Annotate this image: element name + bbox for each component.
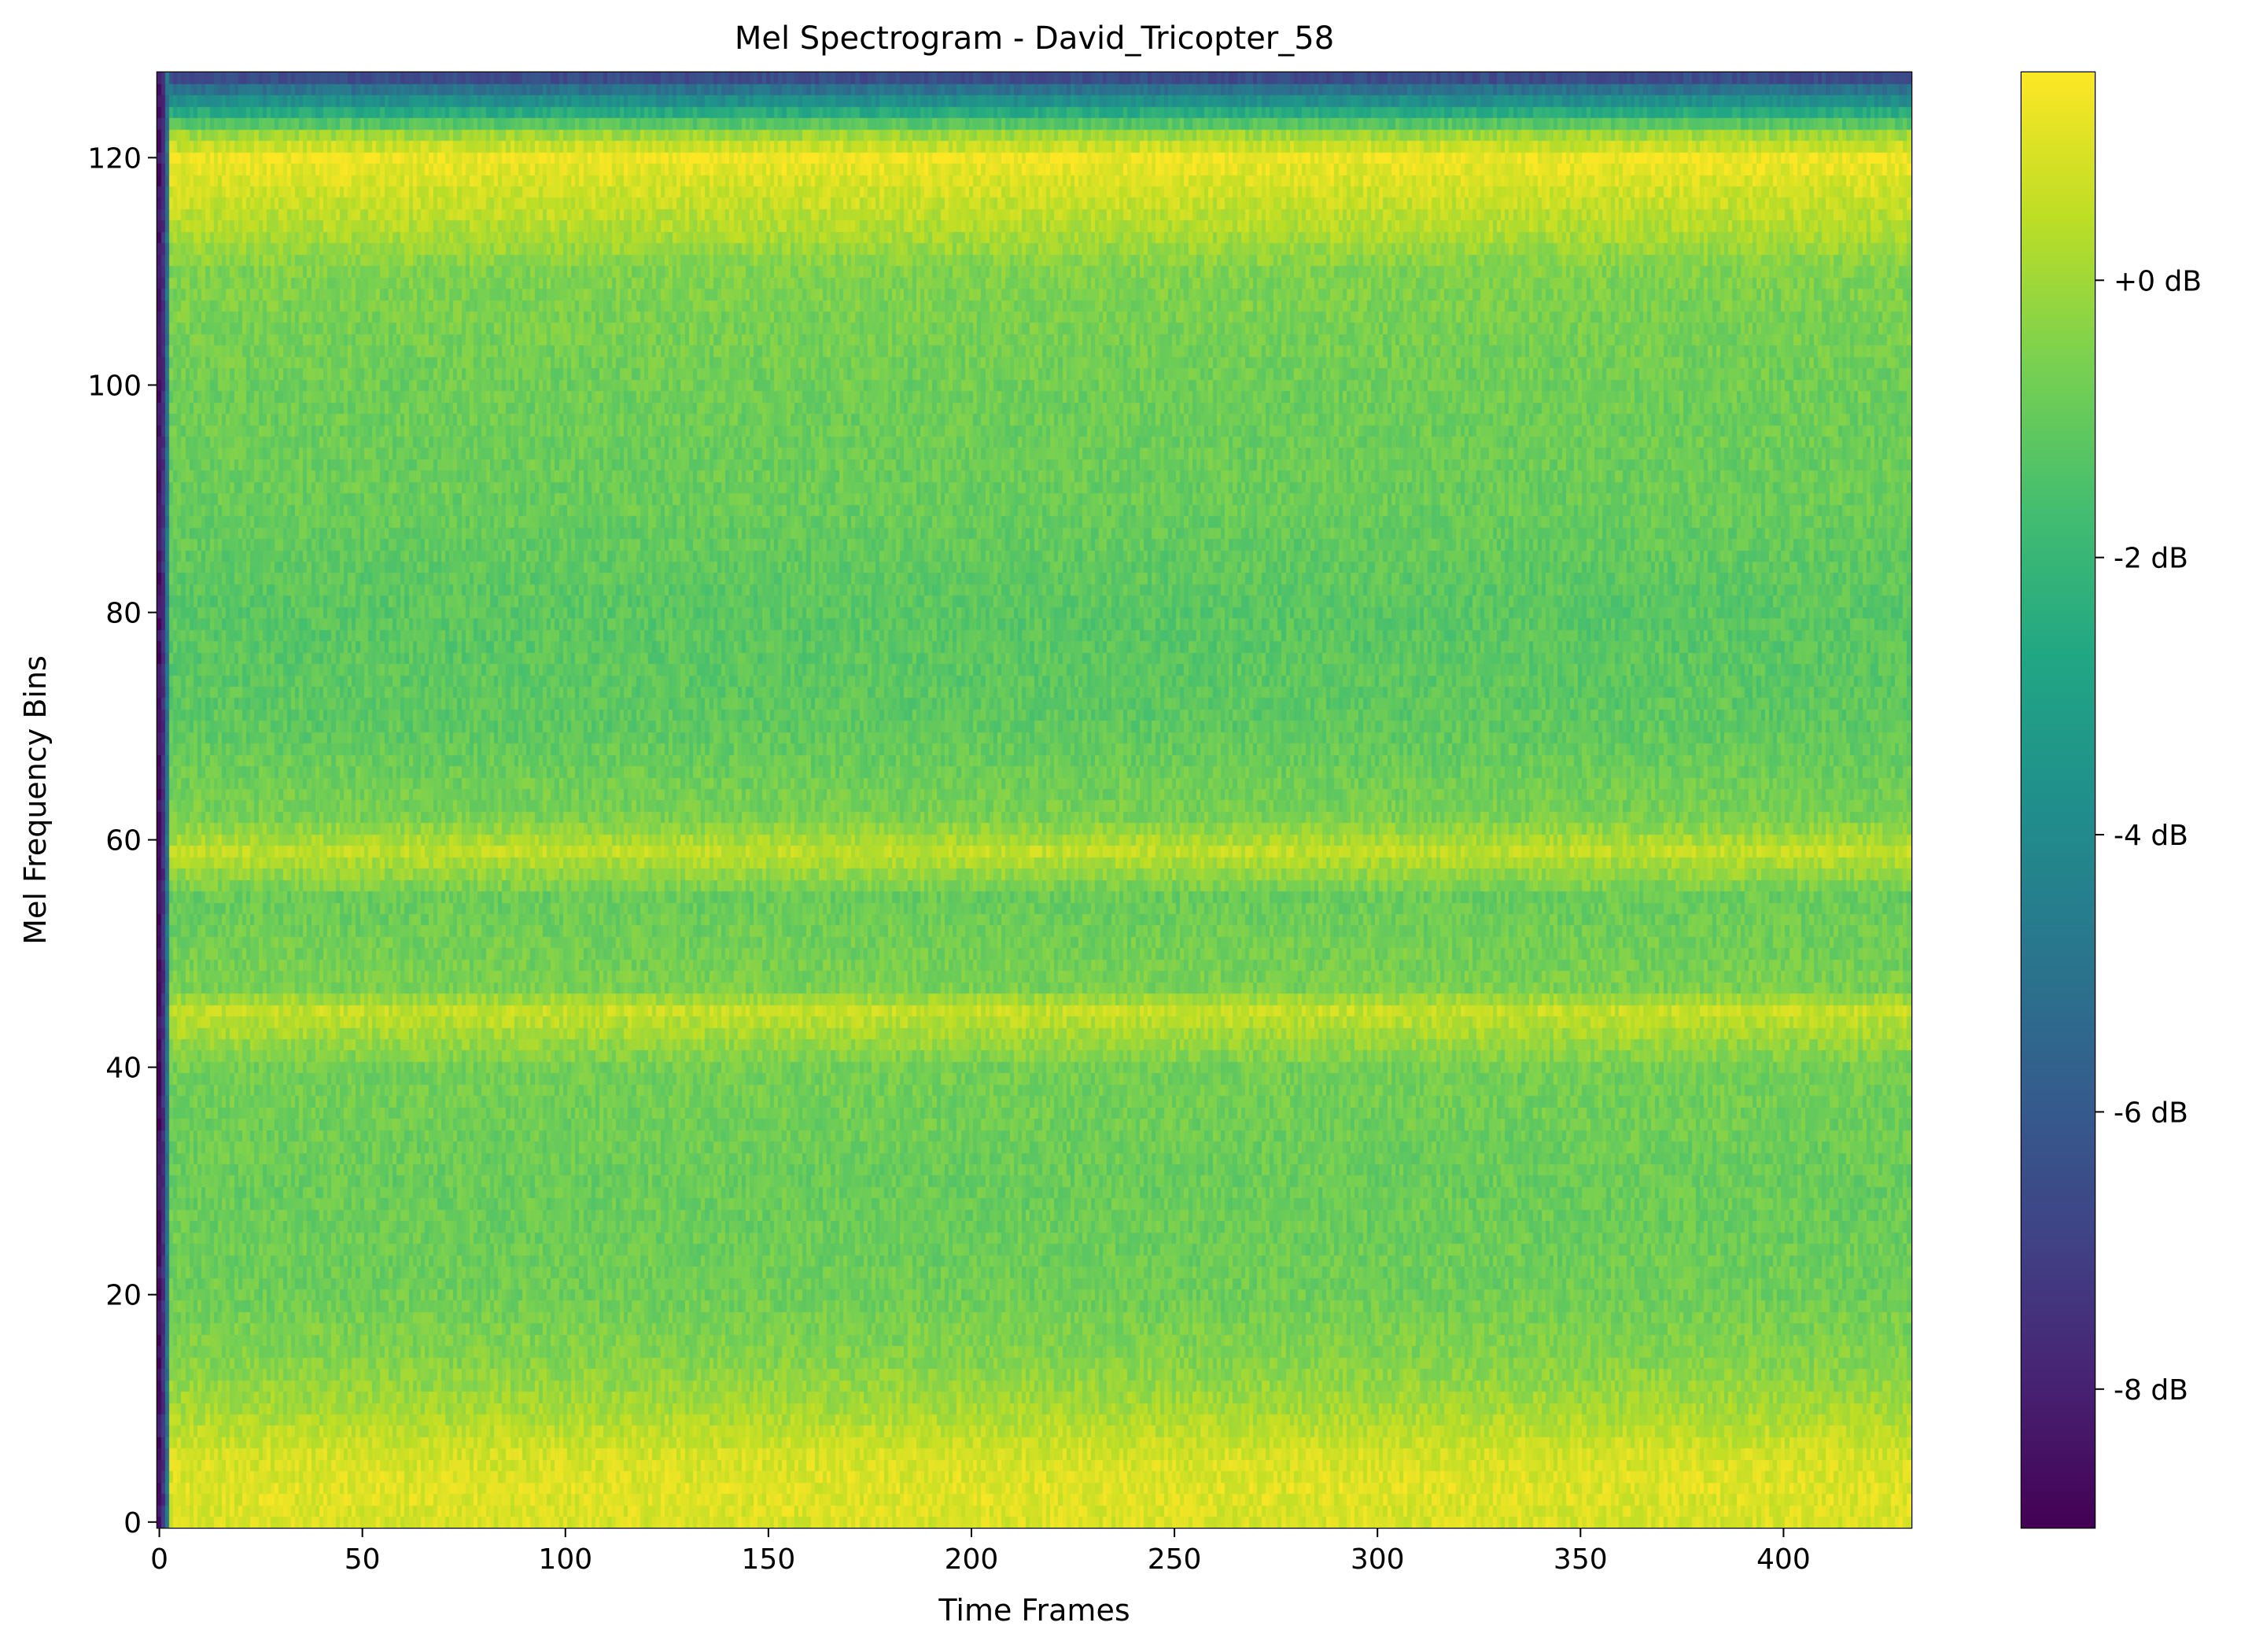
chart-title: Mel Spectrogram - David_Tricopter_58	[735, 20, 1334, 57]
colorbar-tick-label: -2 dB	[2114, 543, 2188, 575]
colorbar-ticks: +0 dB -2 dB -4 dB -6 dB -8 dB	[2095, 265, 2202, 1407]
x-tick-label: 0	[150, 1543, 168, 1576]
y-tick-label: 40	[105, 1053, 142, 1085]
x-tick-label: 250	[1148, 1543, 1202, 1576]
colorbar	[2022, 72, 2095, 1528]
y-tick-label: 80	[105, 598, 142, 630]
colorbar-tick-label: -8 dB	[2114, 1374, 2188, 1407]
x-tick-label: 300	[1351, 1543, 1405, 1576]
x-axis-label: Time Frames	[938, 1593, 1130, 1628]
y-axis-label: Mel Frequency Bins	[18, 655, 53, 945]
y-tick-label: 100	[87, 370, 142, 402]
x-axis-ticks: 0 50 100 150 200 250 300 350 400	[150, 1528, 1811, 1576]
colorbar-tick-label: -6 dB	[2114, 1097, 2188, 1129]
y-tick-label: 20	[105, 1280, 142, 1312]
spectrogram-heatmap	[157, 72, 1911, 1528]
x-tick-label: 200	[945, 1543, 999, 1576]
colorbar-tick-label: -4 dB	[2114, 820, 2188, 852]
x-tick-label: 350	[1554, 1543, 1608, 1576]
y-tick-label: 60	[105, 825, 142, 857]
y-tick-label: 120	[87, 142, 142, 175]
y-axis-ticks: 0 20 40 60 80 100 120	[87, 142, 157, 1540]
x-tick-label: 400	[1756, 1543, 1811, 1576]
y-tick-label: 0	[123, 1507, 142, 1540]
x-tick-label: 150	[742, 1543, 796, 1576]
x-tick-label: 50	[345, 1543, 381, 1576]
x-tick-label: 100	[538, 1543, 592, 1576]
colorbar-tick-label: +0 dB	[2114, 265, 2202, 297]
